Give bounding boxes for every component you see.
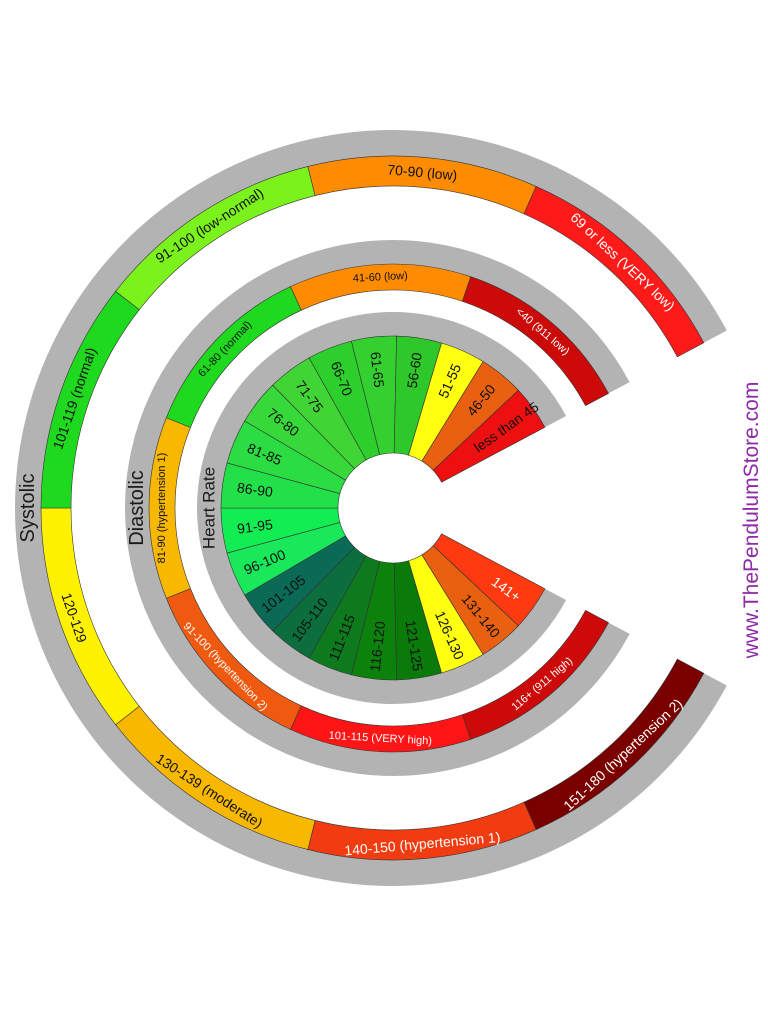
diastolic-label-81-90-hypertension-1: 81-90 (hypertension 1) [156, 453, 168, 564]
systolic-segment-69-or-less-very-low [523, 186, 705, 358]
heart-rate-label-116-120: 116-120 [367, 620, 389, 672]
diastolic-label-41-60-low: 41-60 (low) [353, 270, 409, 285]
diastolic-segment-40-911-low [462, 276, 609, 407]
systolic-label-70-90-low: 70-90 (low) [387, 161, 458, 183]
heart-rate-label-86-90: 86-90 [236, 479, 274, 500]
heart-rate-ring-title: Heart Rate [200, 467, 219, 549]
systolic-ring-title: Systolic [17, 474, 39, 543]
diastolic-ring-title: Diastolic [126, 470, 148, 546]
heart-rate-label-121-125: 121-125 [402, 619, 426, 672]
heart-rate-label-91-95: 91-95 [236, 516, 274, 537]
heart-rate-ring: 141+131-140126-130121-125116-120111-1151… [197, 312, 567, 705]
watermark: www.ThePendulumStore.com [740, 381, 763, 659]
diastolic-label-101-115-very-high: 101-115 (VERY high) [328, 730, 432, 748]
heart-rate-segment-less-than-45 [432, 389, 546, 483]
center-hole [348, 463, 438, 553]
systolic-ring: 151-180 (hypertension 2)140-150 (hyperte… [14, 129, 727, 887]
heart-rate-label-56-60: 56-60 [404, 351, 425, 389]
diastolic-ring: 116+ (911 high)101-115 (VERY high)91-100… [124, 239, 630, 776]
heart-rate-label-61-65: 61-65 [368, 351, 388, 389]
